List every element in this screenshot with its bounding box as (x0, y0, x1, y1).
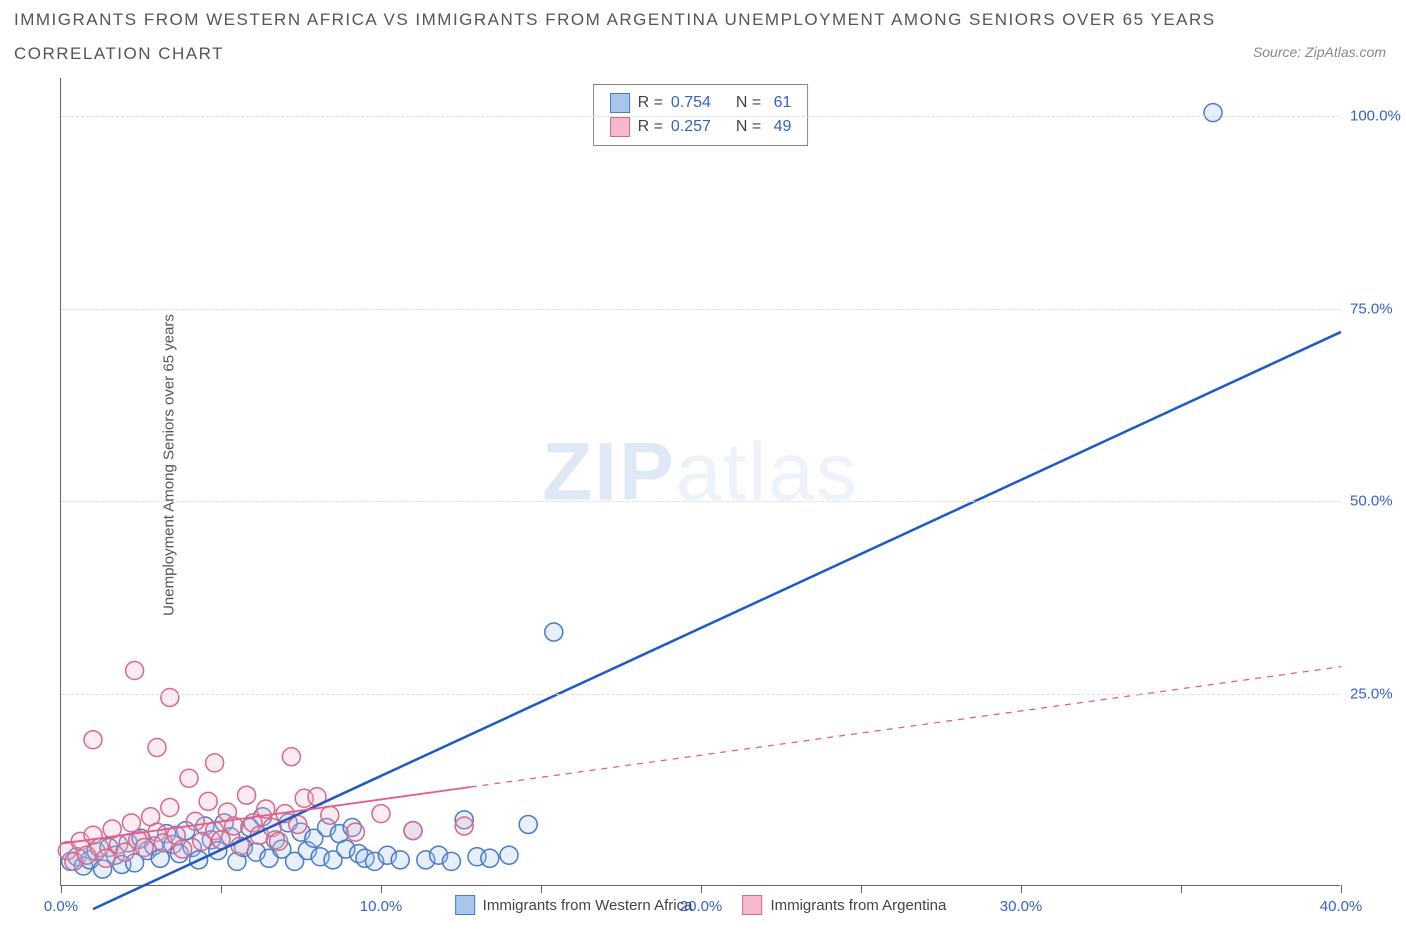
stats-r-label: R = (638, 115, 663, 139)
y-tick-label: 25.0% (1350, 685, 1406, 702)
data-point (545, 623, 563, 641)
y-tick-label: 75.0% (1350, 300, 1406, 317)
legend-label: Immigrants from Argentina (770, 897, 946, 914)
trend-line (93, 332, 1341, 909)
stats-box: R = 0.754 N = 61 R = 0.257 N = 49 (593, 84, 809, 146)
data-point (404, 822, 422, 840)
chart-canvas (61, 78, 1340, 885)
data-point (180, 769, 198, 787)
x-tick-label: 0.0% (44, 898, 78, 915)
chart-subtitle: CORRELATION CHART (14, 44, 224, 64)
data-point (199, 792, 217, 810)
data-point (270, 832, 288, 850)
swatch-blue (455, 895, 475, 915)
data-point (500, 846, 518, 864)
data-point (161, 799, 179, 817)
data-point (372, 805, 390, 823)
data-point (148, 738, 166, 756)
data-point (282, 748, 300, 766)
chart-title: IMMIGRANTS FROM WESTERN AFRICA VS IMMIGR… (14, 10, 1216, 30)
stats-r-value: 0.257 (671, 115, 711, 139)
y-tick-label: 50.0% (1350, 493, 1406, 510)
stats-r-label: R = (638, 91, 663, 115)
x-tick-label: 40.0% (1320, 898, 1363, 915)
source-credit: Source: ZipAtlas.com (1253, 44, 1386, 60)
data-point (174, 840, 192, 858)
plot-area: ZIPatlas R = 0.754 N = 61 R = 0.257 N = … (60, 78, 1340, 886)
data-point (238, 786, 256, 804)
y-tick-label: 100.0% (1350, 108, 1406, 125)
data-point (346, 823, 364, 841)
legend-label: Immigrants from Western Africa (483, 897, 693, 914)
stats-n-label: N = (736, 115, 761, 139)
data-point (442, 852, 460, 870)
data-point (519, 815, 537, 833)
data-point (1204, 104, 1222, 122)
data-point (161, 688, 179, 706)
data-point (97, 849, 115, 867)
data-point (455, 817, 473, 835)
data-point (122, 814, 140, 832)
x-tick-label: 30.0% (1000, 898, 1043, 915)
x-tick-label: 10.0% (360, 898, 403, 915)
stats-r-value: 0.754 (671, 91, 711, 115)
data-point (481, 849, 499, 867)
stats-n-value: 49 (769, 115, 791, 139)
data-point (186, 812, 204, 830)
stats-row: R = 0.754 N = 61 (610, 91, 792, 115)
swatch-blue (610, 93, 630, 113)
swatch-pink (742, 895, 762, 915)
data-point (126, 662, 144, 680)
legend-item: Immigrants from Western Africa (455, 895, 693, 915)
data-point (321, 806, 339, 824)
data-point (135, 839, 153, 857)
data-point (206, 754, 224, 772)
stats-n-label: N = (736, 91, 761, 115)
legend-item: Immigrants from Argentina (742, 895, 946, 915)
data-point (391, 851, 409, 869)
x-tick-label: 20.0% (680, 898, 723, 915)
stats-row: R = 0.257 N = 49 (610, 115, 792, 139)
stats-n-value: 61 (769, 91, 791, 115)
trend-line-dashed (471, 667, 1341, 787)
data-point (84, 731, 102, 749)
swatch-pink (610, 117, 630, 137)
